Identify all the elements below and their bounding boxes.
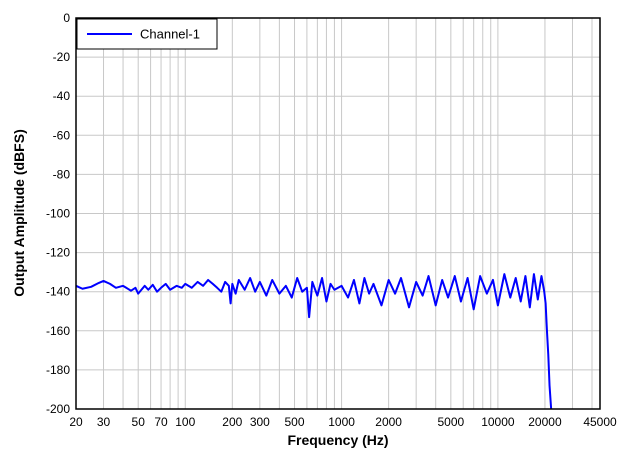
x-tick-label: 70 xyxy=(154,415,168,429)
x-tick-label: 300 xyxy=(250,415,270,429)
x-tick-label: 500 xyxy=(285,415,305,429)
x-tick-label: 10000 xyxy=(481,415,515,429)
x-tick-label: 100 xyxy=(175,415,195,429)
y-tick-label: -100 xyxy=(46,207,70,221)
x-tick-label: 20000 xyxy=(528,415,562,429)
x-tick-label: 5000 xyxy=(437,415,464,429)
x-tick-label: 2000 xyxy=(375,415,402,429)
y-axis-title: Output Amplitude (dBFS) xyxy=(11,129,27,296)
x-tick-label: 200 xyxy=(222,415,242,429)
x-tick-label: 45000 xyxy=(583,415,617,429)
y-tick-label: -200 xyxy=(46,402,70,416)
y-tick-label: -40 xyxy=(53,89,71,103)
x-axis-title: Frequency (Hz) xyxy=(287,432,388,448)
y-tick-label: 0 xyxy=(63,11,70,25)
plot-frame xyxy=(75,17,601,410)
y-tick-label: -20 xyxy=(53,50,71,64)
legend-label-channel-1: Channel-1 xyxy=(140,27,200,42)
series-layer xyxy=(76,273,553,409)
x-tick-label: 50 xyxy=(132,415,146,429)
x-axis-ticks: 20 30 50 70 100 200 300 500 1000 2000 5000 10000 200… xyxy=(69,415,617,429)
y-tick-label: -120 xyxy=(46,246,70,260)
y-axis-ticks: 0 -20 -40 -60 -80 -100 -120 -140 -160 -180 -200 xyxy=(46,11,70,416)
y-tick-label: -160 xyxy=(46,324,70,338)
legend: Channel-1 xyxy=(76,18,218,50)
y-tick-label: -80 xyxy=(53,167,71,181)
y-tick-label: -180 xyxy=(46,363,70,377)
x-tick-label: 20 xyxy=(69,415,83,429)
y-tick-label: -140 xyxy=(46,285,70,299)
x-tick-label: 1000 xyxy=(328,415,355,429)
y-tick-label: -60 xyxy=(53,128,71,142)
x-tick-label: 30 xyxy=(97,415,111,429)
series-line-channel-1 xyxy=(76,273,553,409)
